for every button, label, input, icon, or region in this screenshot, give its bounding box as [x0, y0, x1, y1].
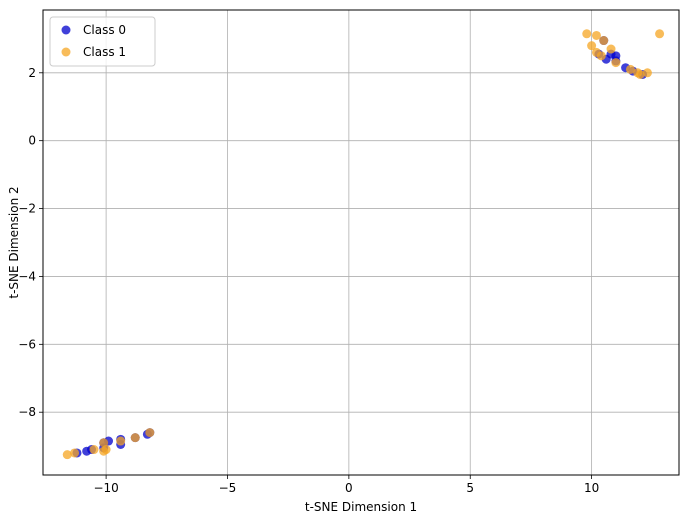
legend-marker-class-0: [61, 25, 71, 35]
y-tick-label: −8: [18, 405, 36, 419]
scatter-point-class-1: [99, 438, 109, 448]
legend-box: [49, 16, 156, 67]
y-tick-label: 2: [28, 66, 36, 80]
legend-marker-class-1: [61, 47, 71, 57]
legend-label-class-0: Class 0: [83, 23, 126, 37]
scatter-point-class-1: [587, 41, 597, 51]
y-axis-title: t-SNE Dimension 2: [7, 186, 21, 298]
y-tick-label: −4: [18, 269, 36, 283]
y-tick-label: 0: [28, 134, 36, 148]
scatter-point-class-1: [635, 69, 645, 79]
x-tick-label: 5: [466, 481, 474, 495]
scatter-point-class-1: [145, 428, 155, 438]
scatter-point-class-1: [642, 68, 652, 78]
x-tick-label: 0: [345, 481, 353, 495]
scatter-point-class-1: [655, 29, 665, 39]
scatter-point-class-1: [599, 36, 609, 46]
scatter-point-class-1: [101, 445, 111, 455]
scatter-point-class-1: [62, 450, 72, 460]
data-points: [62, 29, 665, 460]
x-tick-label: 10: [584, 481, 599, 495]
x-tick-label: −10: [93, 481, 118, 495]
x-tick-label: −5: [219, 481, 237, 495]
scatter-point-class-1: [89, 445, 99, 455]
scatter-point-class-1: [596, 51, 606, 61]
y-tick-label: −6: [18, 337, 36, 351]
y-tick-label: −2: [18, 202, 36, 216]
legend: Class 0 Class 1: [49, 16, 156, 67]
scatter-point-class-1: [116, 436, 126, 446]
scatter-point-class-1: [582, 29, 592, 39]
x-axis-title: t-SNE Dimension 1: [305, 500, 417, 514]
grid-lines: [43, 10, 679, 475]
legend-label-class-1: Class 1: [83, 45, 126, 59]
plot-frame: [42, 9, 680, 476]
scatter-point-class-1: [130, 433, 140, 443]
scatter-point-class-1: [70, 448, 80, 458]
scatter-point-class-1: [611, 58, 621, 68]
scatter-point-class-1: [606, 44, 616, 54]
axis-ticks: −10 −5 0 5 10 −8 −6 −4 −2 0 2: [18, 66, 599, 495]
scatter-point-class-1: [625, 64, 635, 74]
scatter-point-class-1: [591, 30, 601, 40]
